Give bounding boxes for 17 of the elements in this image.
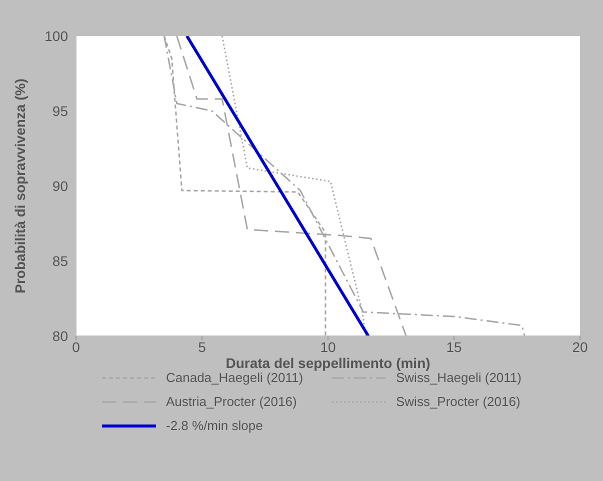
- x-tick-label: 15: [446, 338, 462, 355]
- legend-label: Austria_Procter (2016): [166, 394, 297, 409]
- legend-label: Swiss_Procter (2016): [396, 394, 520, 409]
- y-tick-label: 90: [52, 178, 68, 194]
- y-axis-title: Probabilità di sopravvivenza (%): [12, 78, 28, 294]
- legend-label: Swiss_Haegeli (2011): [396, 370, 522, 385]
- y-tick-label: 95: [52, 102, 68, 119]
- y-tick-label: 100: [44, 28, 68, 44]
- legend-label: Canada_Haegeli (2011): [166, 370, 304, 385]
- x-axis-title: Durata del seppellimento (min): [226, 354, 430, 371]
- x-tick-label: 5: [198, 338, 206, 355]
- legend-label: -2.8 %/min slope: [166, 418, 263, 433]
- y-tick-label: 80: [52, 328, 68, 344]
- y-tick-label: 85: [52, 252, 68, 269]
- x-tick-label: 20: [572, 338, 588, 355]
- x-tick-label: 0: [72, 338, 80, 355]
- x-tick-label: 10: [320, 338, 336, 355]
